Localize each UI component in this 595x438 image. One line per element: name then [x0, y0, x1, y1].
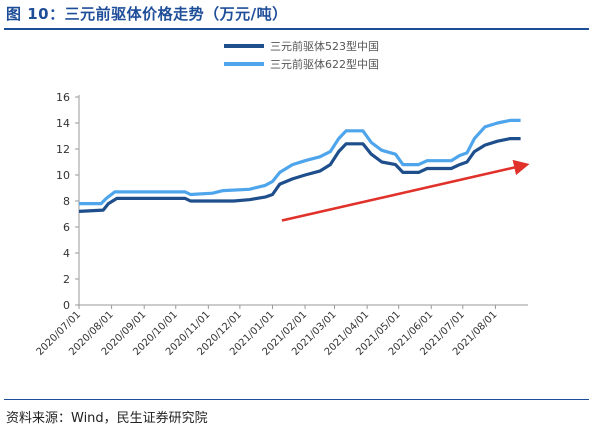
y-tick-label: 16	[56, 91, 70, 104]
y-tick-label: 6	[63, 221, 70, 234]
figure-title: 图 10：三元前驱体价格走势（万元/吨）	[6, 5, 288, 23]
y-tick-label: 10	[56, 169, 70, 182]
legend-label: 三元前驱体622型中国	[270, 57, 379, 71]
trend-arrow	[281, 159, 530, 222]
y-tick-label: 14	[56, 117, 70, 130]
y-tick-label: 4	[63, 247, 70, 260]
series-layer	[78, 118, 521, 213]
annotation-layer	[281, 159, 530, 222]
series-523-line	[78, 136, 521, 213]
y-tick-label: 2	[63, 273, 70, 286]
series-622-line	[79, 118, 521, 206]
y-tick-label: 0	[63, 299, 70, 312]
source-divider	[4, 399, 589, 400]
y-axis: 0 2 4 6 8 10 12 14 16	[56, 91, 80, 312]
y-tick-label: 8	[63, 195, 70, 208]
legend-label: 三元前驱体523型中国	[270, 39, 379, 53]
y-tick-label: 12	[56, 143, 70, 156]
x-axis: 2020/07/012020/08/012020/09/012020/10/01…	[35, 304, 528, 358]
source-note: 资料来源：Wind，民生证券研究院	[6, 411, 208, 426]
title-underline	[4, 28, 589, 30]
